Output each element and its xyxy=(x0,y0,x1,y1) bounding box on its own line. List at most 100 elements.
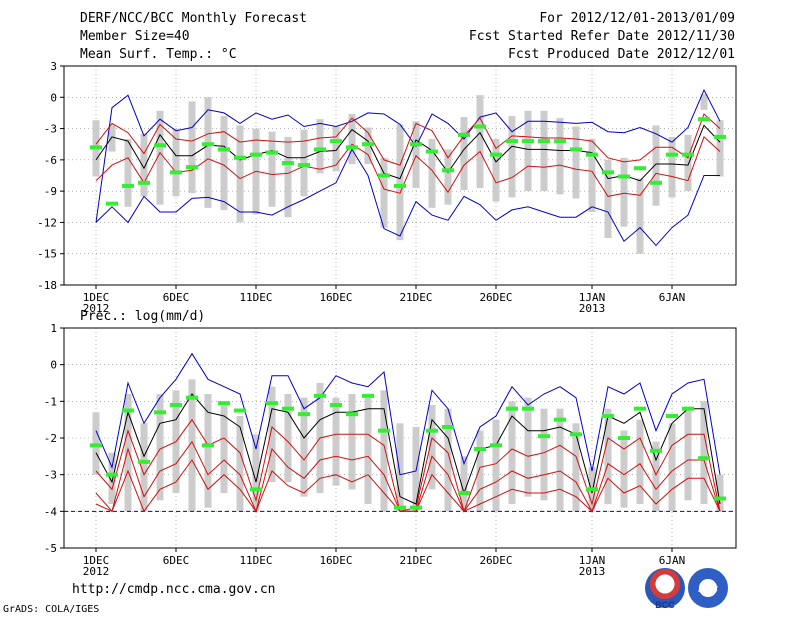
precip-spread-bar xyxy=(524,397,532,497)
precip-spread-bar xyxy=(156,394,164,501)
temp-xtick-label: 6JAN xyxy=(659,291,686,304)
temp-xtick-year: 2013 xyxy=(579,302,606,315)
temp-ytick-label: -6 xyxy=(44,154,57,167)
temp-xtick-label: 1DEC xyxy=(83,291,110,304)
precip-xtick-label: 11DEC xyxy=(239,554,272,567)
temp-obs-marker xyxy=(362,142,374,147)
website-url[interactable]: http://cmdp.ncc.cma.gov.cn xyxy=(72,582,276,597)
precip-obs-marker xyxy=(618,436,630,440)
temp-obs-marker xyxy=(138,180,150,185)
temp-line-ensemble-mean xyxy=(95,124,721,182)
grads-credit: GrADS: COLA/IGES xyxy=(3,604,100,615)
precip-spread-bar xyxy=(492,419,500,512)
precip-spread-bar xyxy=(700,401,708,504)
temp-spread-bar xyxy=(220,116,228,210)
precip-line-lowest xyxy=(95,459,721,513)
temp-obs-marker xyxy=(698,117,710,122)
temp-frame xyxy=(63,65,737,286)
precip-spread-bar xyxy=(460,456,468,512)
precip-spread-bar xyxy=(300,397,308,497)
precip-obs-marker xyxy=(106,472,118,477)
precip-obs-marker xyxy=(298,412,310,417)
precip-spread-bar xyxy=(716,474,724,512)
temp-xtick-label: 16DEC xyxy=(319,291,352,304)
temp-xtick-label: 11DEC xyxy=(239,291,272,304)
temp-ytick-label: -3 xyxy=(44,123,57,136)
temp-obs-marker xyxy=(154,143,166,148)
precip-spread-bar xyxy=(140,423,148,512)
temp-obs-marker xyxy=(410,142,422,147)
temp-spread-bar xyxy=(156,110,164,205)
temp-obs-marker xyxy=(202,142,214,147)
precip-obs-marker xyxy=(90,443,102,448)
temp-line-ensemble-max xyxy=(95,88,721,223)
temp-obs-marker xyxy=(714,134,726,139)
precip-obs-marker xyxy=(586,487,598,492)
precip-spread-bar xyxy=(636,419,644,504)
temp-spread-bar xyxy=(332,126,340,172)
precip-obs-marker xyxy=(346,412,358,417)
temp-line-lower-quantile xyxy=(95,136,721,197)
temp-ytick-label: -18 xyxy=(37,279,57,292)
temp-spread-bar xyxy=(140,133,148,197)
precip-obs-marker xyxy=(378,428,390,433)
temp-obs-marker xyxy=(298,163,310,168)
precip-ytick-label: -5 xyxy=(44,542,57,555)
precip-line-upper-quantile xyxy=(95,393,721,505)
precip-obs-marker xyxy=(506,406,518,411)
temp-obs-marker xyxy=(458,132,470,137)
temp-spread-bar xyxy=(316,119,324,174)
precip-obs-marker xyxy=(458,491,470,495)
precip-obs-marker xyxy=(122,408,134,413)
temp-obs-marker xyxy=(250,152,262,157)
temp-xtick-year: 2012 xyxy=(83,302,110,315)
precip-ytick-label: -2 xyxy=(44,432,57,445)
temp-obs-marker xyxy=(490,152,502,157)
temp-spread-bar xyxy=(204,97,212,208)
precip-obs-marker xyxy=(170,403,182,407)
precip-obs-marker xyxy=(394,505,406,510)
temp-xtick-label: 26DEC xyxy=(479,291,512,304)
temp-obs-marker xyxy=(506,139,518,144)
precip-spread-bar xyxy=(428,405,436,490)
temp-spread-bar xyxy=(604,159,612,239)
temp-spread-bar xyxy=(524,110,532,192)
precip-obs-marker xyxy=(282,406,294,411)
precip-spread-bar xyxy=(188,379,196,512)
precip-ytick-label: 0 xyxy=(50,359,57,372)
precip-spread-bar xyxy=(364,397,372,504)
precip-obs-marker xyxy=(714,496,726,501)
temp-spread-bar xyxy=(108,125,116,152)
precip-spread-bar xyxy=(332,397,340,486)
precip-obs-marker xyxy=(266,401,278,406)
ncc-logo: NCC xyxy=(688,568,728,608)
precip-ytick-label: -3 xyxy=(44,469,57,482)
precip-obs-marker xyxy=(634,406,646,411)
temp-obs-marker xyxy=(170,170,182,175)
precip-spread-bar xyxy=(572,423,580,512)
precip-obs-marker xyxy=(602,414,614,418)
temp-ytick-label: 3 xyxy=(50,60,57,73)
temp-ytick-label: -15 xyxy=(37,248,57,261)
precip-obs-marker xyxy=(138,459,150,464)
precip-spread-bar xyxy=(476,430,484,512)
precip-spread-bar xyxy=(604,408,612,504)
temp-obs-marker xyxy=(218,147,230,152)
precip-obs-marker xyxy=(538,434,550,439)
temp-spread-bar xyxy=(380,157,388,228)
temp-obs-marker xyxy=(314,147,326,152)
precip-spread-bar xyxy=(396,423,404,512)
precip-obs-marker xyxy=(218,401,230,406)
temp-spread-bar xyxy=(460,117,468,191)
precip-spread-bar xyxy=(220,401,228,493)
forecast-period-label: For 2012/12/01-2013/01/09 xyxy=(539,11,735,26)
start-date-label: Fcst Started Refer Date 2012/11/30 xyxy=(468,29,735,44)
temp-obs-marker xyxy=(346,145,358,150)
temp-obs-marker xyxy=(282,160,294,165)
temp-xtick-label: 1JAN xyxy=(579,291,606,304)
temp-spread-bar xyxy=(396,124,404,241)
bcc-logo: BCC xyxy=(645,568,685,610)
temp-spread-bar xyxy=(268,131,276,207)
variable-label: Mean Surf. Temp.: °C xyxy=(80,47,237,62)
